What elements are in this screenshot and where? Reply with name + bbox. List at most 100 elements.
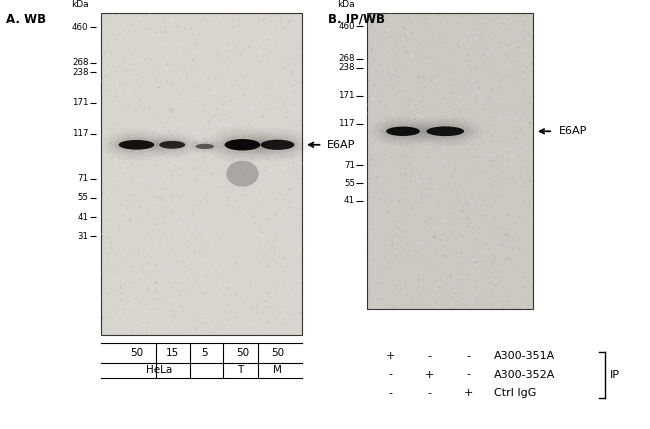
Point	[179, 286, 190, 293]
Point	[458, 278, 468, 285]
Point	[517, 180, 527, 187]
Point	[487, 258, 497, 265]
Point	[456, 157, 467, 163]
Point	[232, 178, 242, 185]
Point	[262, 303, 272, 310]
Point	[487, 47, 497, 54]
Point	[421, 73, 431, 80]
Point	[387, 36, 397, 43]
Point	[262, 262, 272, 269]
Point	[156, 195, 166, 202]
Point	[395, 288, 405, 295]
Point	[275, 303, 285, 310]
Point	[463, 200, 474, 207]
Point	[273, 18, 283, 24]
Point	[465, 68, 476, 75]
Point	[458, 66, 469, 73]
Point	[269, 247, 280, 254]
Point	[447, 174, 458, 181]
Point	[517, 208, 528, 214]
Point	[164, 55, 175, 62]
Point	[258, 197, 268, 204]
Point	[206, 171, 216, 178]
Point	[196, 198, 206, 205]
Point	[192, 130, 202, 136]
Point	[268, 190, 279, 197]
Point	[422, 15, 433, 22]
Point	[181, 46, 192, 53]
Point	[169, 265, 179, 272]
Point	[144, 329, 154, 336]
Point	[211, 42, 221, 49]
Point	[118, 129, 129, 136]
Point	[221, 282, 231, 289]
Point	[107, 30, 118, 37]
Point	[135, 84, 146, 91]
Point	[268, 172, 278, 179]
Point	[284, 310, 294, 317]
Point	[153, 295, 163, 302]
Point	[242, 20, 253, 27]
Point	[436, 199, 446, 205]
Point	[220, 131, 231, 138]
Point	[257, 299, 267, 305]
Point	[233, 22, 244, 29]
Point	[296, 177, 306, 184]
Point	[100, 73, 110, 80]
Point	[208, 257, 218, 264]
Point	[463, 215, 473, 222]
Point	[267, 257, 278, 263]
Point	[391, 53, 402, 60]
Point	[164, 114, 174, 121]
Point	[279, 30, 289, 37]
Point	[387, 276, 397, 283]
Point	[508, 207, 519, 214]
Point	[484, 157, 495, 164]
Point	[234, 95, 244, 102]
Point	[203, 76, 213, 82]
Point	[516, 230, 526, 237]
Point	[457, 276, 467, 283]
Point	[377, 293, 387, 299]
Point	[372, 130, 383, 136]
Point	[414, 296, 424, 303]
Point	[461, 105, 471, 112]
Point	[490, 278, 501, 284]
Point	[393, 88, 403, 95]
Point	[412, 178, 423, 184]
Text: 238: 238	[339, 63, 355, 72]
Point	[384, 114, 394, 121]
Point	[492, 172, 502, 179]
Point	[161, 136, 171, 142]
Point	[257, 230, 268, 236]
Point	[461, 297, 471, 304]
Point	[181, 329, 191, 336]
Point	[216, 76, 227, 83]
Point	[216, 326, 226, 333]
Point	[177, 236, 188, 242]
Point	[498, 281, 508, 288]
Point	[155, 76, 165, 83]
Point	[512, 187, 522, 193]
Point	[434, 43, 445, 50]
Point	[381, 230, 391, 237]
Point	[495, 44, 505, 51]
Point	[443, 69, 453, 76]
Point	[384, 75, 394, 82]
Point	[501, 257, 512, 264]
Point	[145, 183, 155, 190]
Point	[390, 282, 400, 289]
Point	[408, 289, 419, 296]
Text: 238: 238	[72, 68, 88, 77]
Point	[196, 184, 206, 191]
Point	[500, 63, 510, 69]
Point	[411, 99, 422, 106]
Point	[503, 42, 514, 48]
Text: A300-352A: A300-352A	[494, 369, 555, 380]
Point	[124, 127, 135, 134]
Point	[513, 53, 523, 60]
Point	[502, 52, 512, 59]
Point	[176, 288, 187, 295]
Point	[412, 106, 423, 113]
Point	[384, 69, 395, 76]
